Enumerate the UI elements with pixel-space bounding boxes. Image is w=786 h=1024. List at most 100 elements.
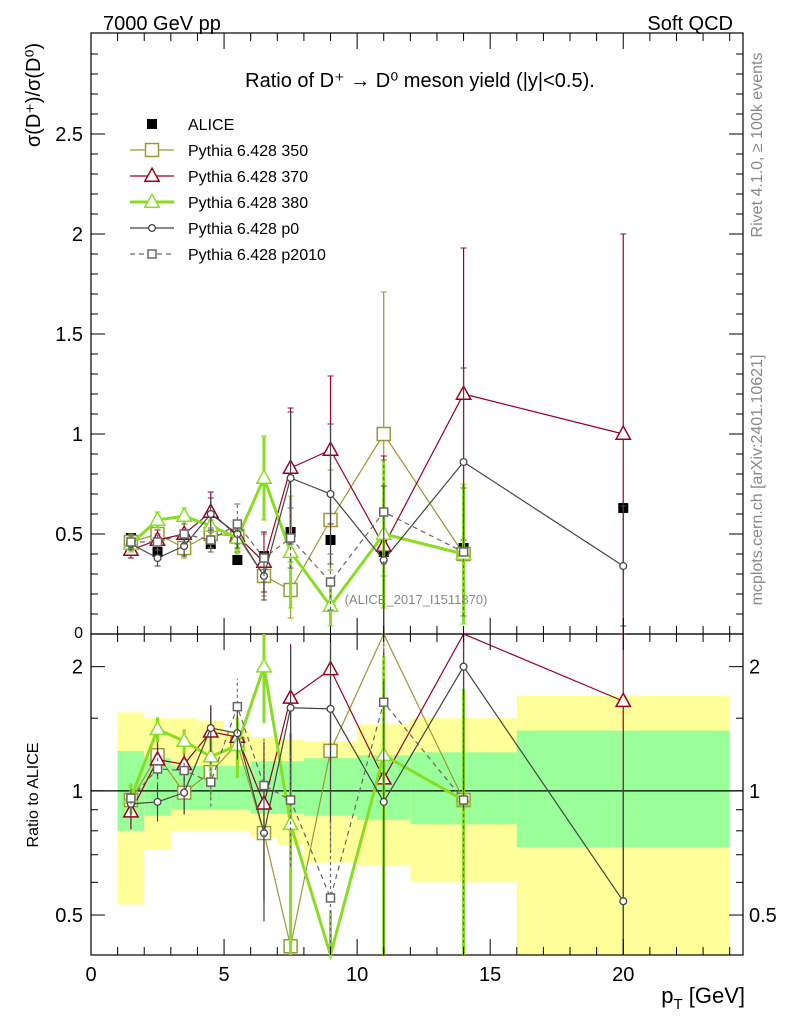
ratio-y-tick-label-right: 2 (749, 657, 760, 679)
legend-label: ALICE (188, 117, 234, 134)
data-point (126, 537, 136, 547)
data-point (378, 507, 389, 517)
x-tick-label: 10 (346, 964, 368, 986)
data-point (206, 509, 215, 519)
data-point (152, 537, 163, 547)
ratio-y-tick-label: 1 (72, 781, 83, 803)
ratio-point (619, 897, 628, 906)
main-y-tick-label: 0.5 (55, 524, 83, 546)
data-point (259, 553, 269, 563)
ratio-point (379, 797, 388, 806)
ratio-point (206, 777, 216, 787)
ratio-y-tick-label: 2 (72, 657, 83, 679)
legend-label: Pythia 6.428 370 (188, 169, 308, 186)
data-point (179, 529, 189, 539)
ratio-line (130, 632, 465, 947)
ratio-point (126, 793, 136, 803)
mcplots-label: mcplots.cern.ch [arXiv:2401.10621] (749, 355, 766, 606)
ratio-point (206, 723, 215, 733)
data-point (149, 510, 166, 526)
series-line (130, 461, 624, 578)
ratio-point (285, 795, 296, 805)
ratio-y-tick-label: 0.5 (55, 905, 83, 927)
data-point (325, 577, 336, 587)
main-y-tick-label: 2 (72, 224, 83, 246)
x-tick-label: 5 (218, 964, 229, 986)
legend-marker (147, 249, 157, 259)
ratio-point (614, 691, 632, 708)
data-point (459, 457, 468, 467)
series-line (129, 473, 464, 609)
series-1 (123, 291, 471, 625)
data-point (614, 424, 632, 440)
analysis-watermark: (ALICE_2017_I1511870) (345, 592, 488, 607)
x-axis-label: pT [GeV] (661, 983, 745, 1013)
ratio-point (326, 704, 335, 713)
legend-marker (147, 119, 157, 129)
ratio-point (175, 731, 193, 748)
data-point (175, 506, 193, 522)
axis-ticks: 0.5 1 1.5 2 2.5 0 0 5 10 15 20 0.5 0.5 1 1 2 2 (55, 33, 777, 986)
data-point (282, 542, 300, 558)
data-point (255, 468, 273, 484)
ratio-panel-series (122, 632, 632, 961)
data-point (232, 555, 243, 565)
main-y-tick-label: 1 (72, 424, 83, 446)
ratio-point (179, 765, 189, 776)
main-y-axis-label: σ(D⁺)/σ(D⁰) (23, 43, 45, 147)
ratio-point (458, 795, 469, 805)
legend-label: Pythia 6.428 350 (188, 143, 308, 160)
header-right: Soft QCD (647, 13, 733, 35)
x-tick-label: 15 (479, 964, 501, 986)
x-tick-label: 0 (85, 964, 96, 986)
legend-label: Pythia 6.428 380 (188, 195, 308, 212)
ratio-y-axis-label: Ratio to ALICE (25, 743, 42, 848)
ratio-y-tick-label-right: 0.5 (749, 905, 777, 927)
data-point (322, 596, 339, 612)
x-tick-label: 20 (612, 964, 634, 986)
data-point (619, 561, 628, 571)
data-point (286, 473, 295, 483)
ratio-point (232, 701, 243, 712)
ratio-point (180, 788, 189, 797)
ratio-line (130, 700, 465, 900)
legend-label: Pythia 6.428 p0 (188, 221, 299, 238)
ratio-point (255, 657, 273, 673)
rivet-label: Rivet 4.1.0, ≥ 100k events (749, 53, 766, 238)
data-point (206, 535, 216, 545)
ratio-point (259, 780, 269, 791)
legend-marker (143, 192, 161, 208)
series-line (130, 432, 465, 591)
header-left: 7000 GeV pp (103, 13, 221, 35)
series-5 (126, 459, 469, 617)
data-point (285, 533, 296, 543)
data-point (458, 547, 469, 557)
legend-marker (147, 223, 157, 233)
data-point (376, 426, 391, 442)
main-panel-series (122, 233, 632, 635)
data-point (326, 489, 335, 499)
ratio-point (459, 662, 468, 671)
data-point (232, 519, 243, 529)
legend-marker (144, 142, 160, 158)
series-line (130, 511, 464, 583)
ratio-point (153, 797, 162, 806)
data-point (153, 553, 162, 563)
ratio-y-tick-label-right: 1 (749, 781, 760, 803)
legend-marker (143, 166, 161, 182)
ratio-point (149, 719, 166, 736)
main-y-tick-label-zero: 0 (74, 625, 83, 642)
ratio-series-4 (126, 643, 469, 955)
legend-label: Pythia 6.428 p2010 (188, 247, 326, 264)
main-y-tick-label: 2.5 (55, 124, 83, 146)
main-y-tick-label: 1.5 (55, 324, 83, 346)
ratio-point (152, 764, 163, 774)
ratio-panel-frame (90, 633, 744, 956)
chart-title: Ratio of D⁺ → D⁰ meson yield (|y|<0.5). (245, 70, 595, 92)
ratio-line (129, 666, 465, 961)
ratio-point (378, 697, 389, 707)
ratio-point (325, 893, 336, 903)
legend: ALICE Pythia 6.428 350 Pythia 6.428 370 Pyt… (130, 117, 326, 264)
ratio-point (286, 703, 295, 712)
